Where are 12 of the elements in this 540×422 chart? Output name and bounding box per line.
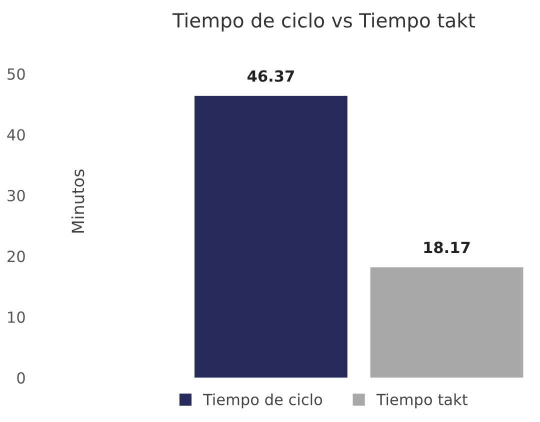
- y-tick-label: 0: [17, 372, 25, 384]
- y-tick-label: 40: [7, 129, 25, 141]
- data-label: 46.37: [247, 70, 294, 82]
- data-label: 18.17: [424, 242, 470, 254]
- y-tick-label: 20: [8, 250, 25, 262]
- legend-label: Tiempo takt: [376, 393, 468, 408]
- y-tick-label: 30: [8, 190, 25, 202]
- y-axis-title: Minutos: [71, 170, 84, 233]
- legend-label: Tiempo de ciclo: [203, 393, 322, 408]
- y-tick-label: 50: [8, 68, 25, 80]
- y-tick-label: 10: [8, 311, 25, 323]
- chart-title: Tiempo de ciclo vs Tiempo takt: [172, 12, 476, 32]
